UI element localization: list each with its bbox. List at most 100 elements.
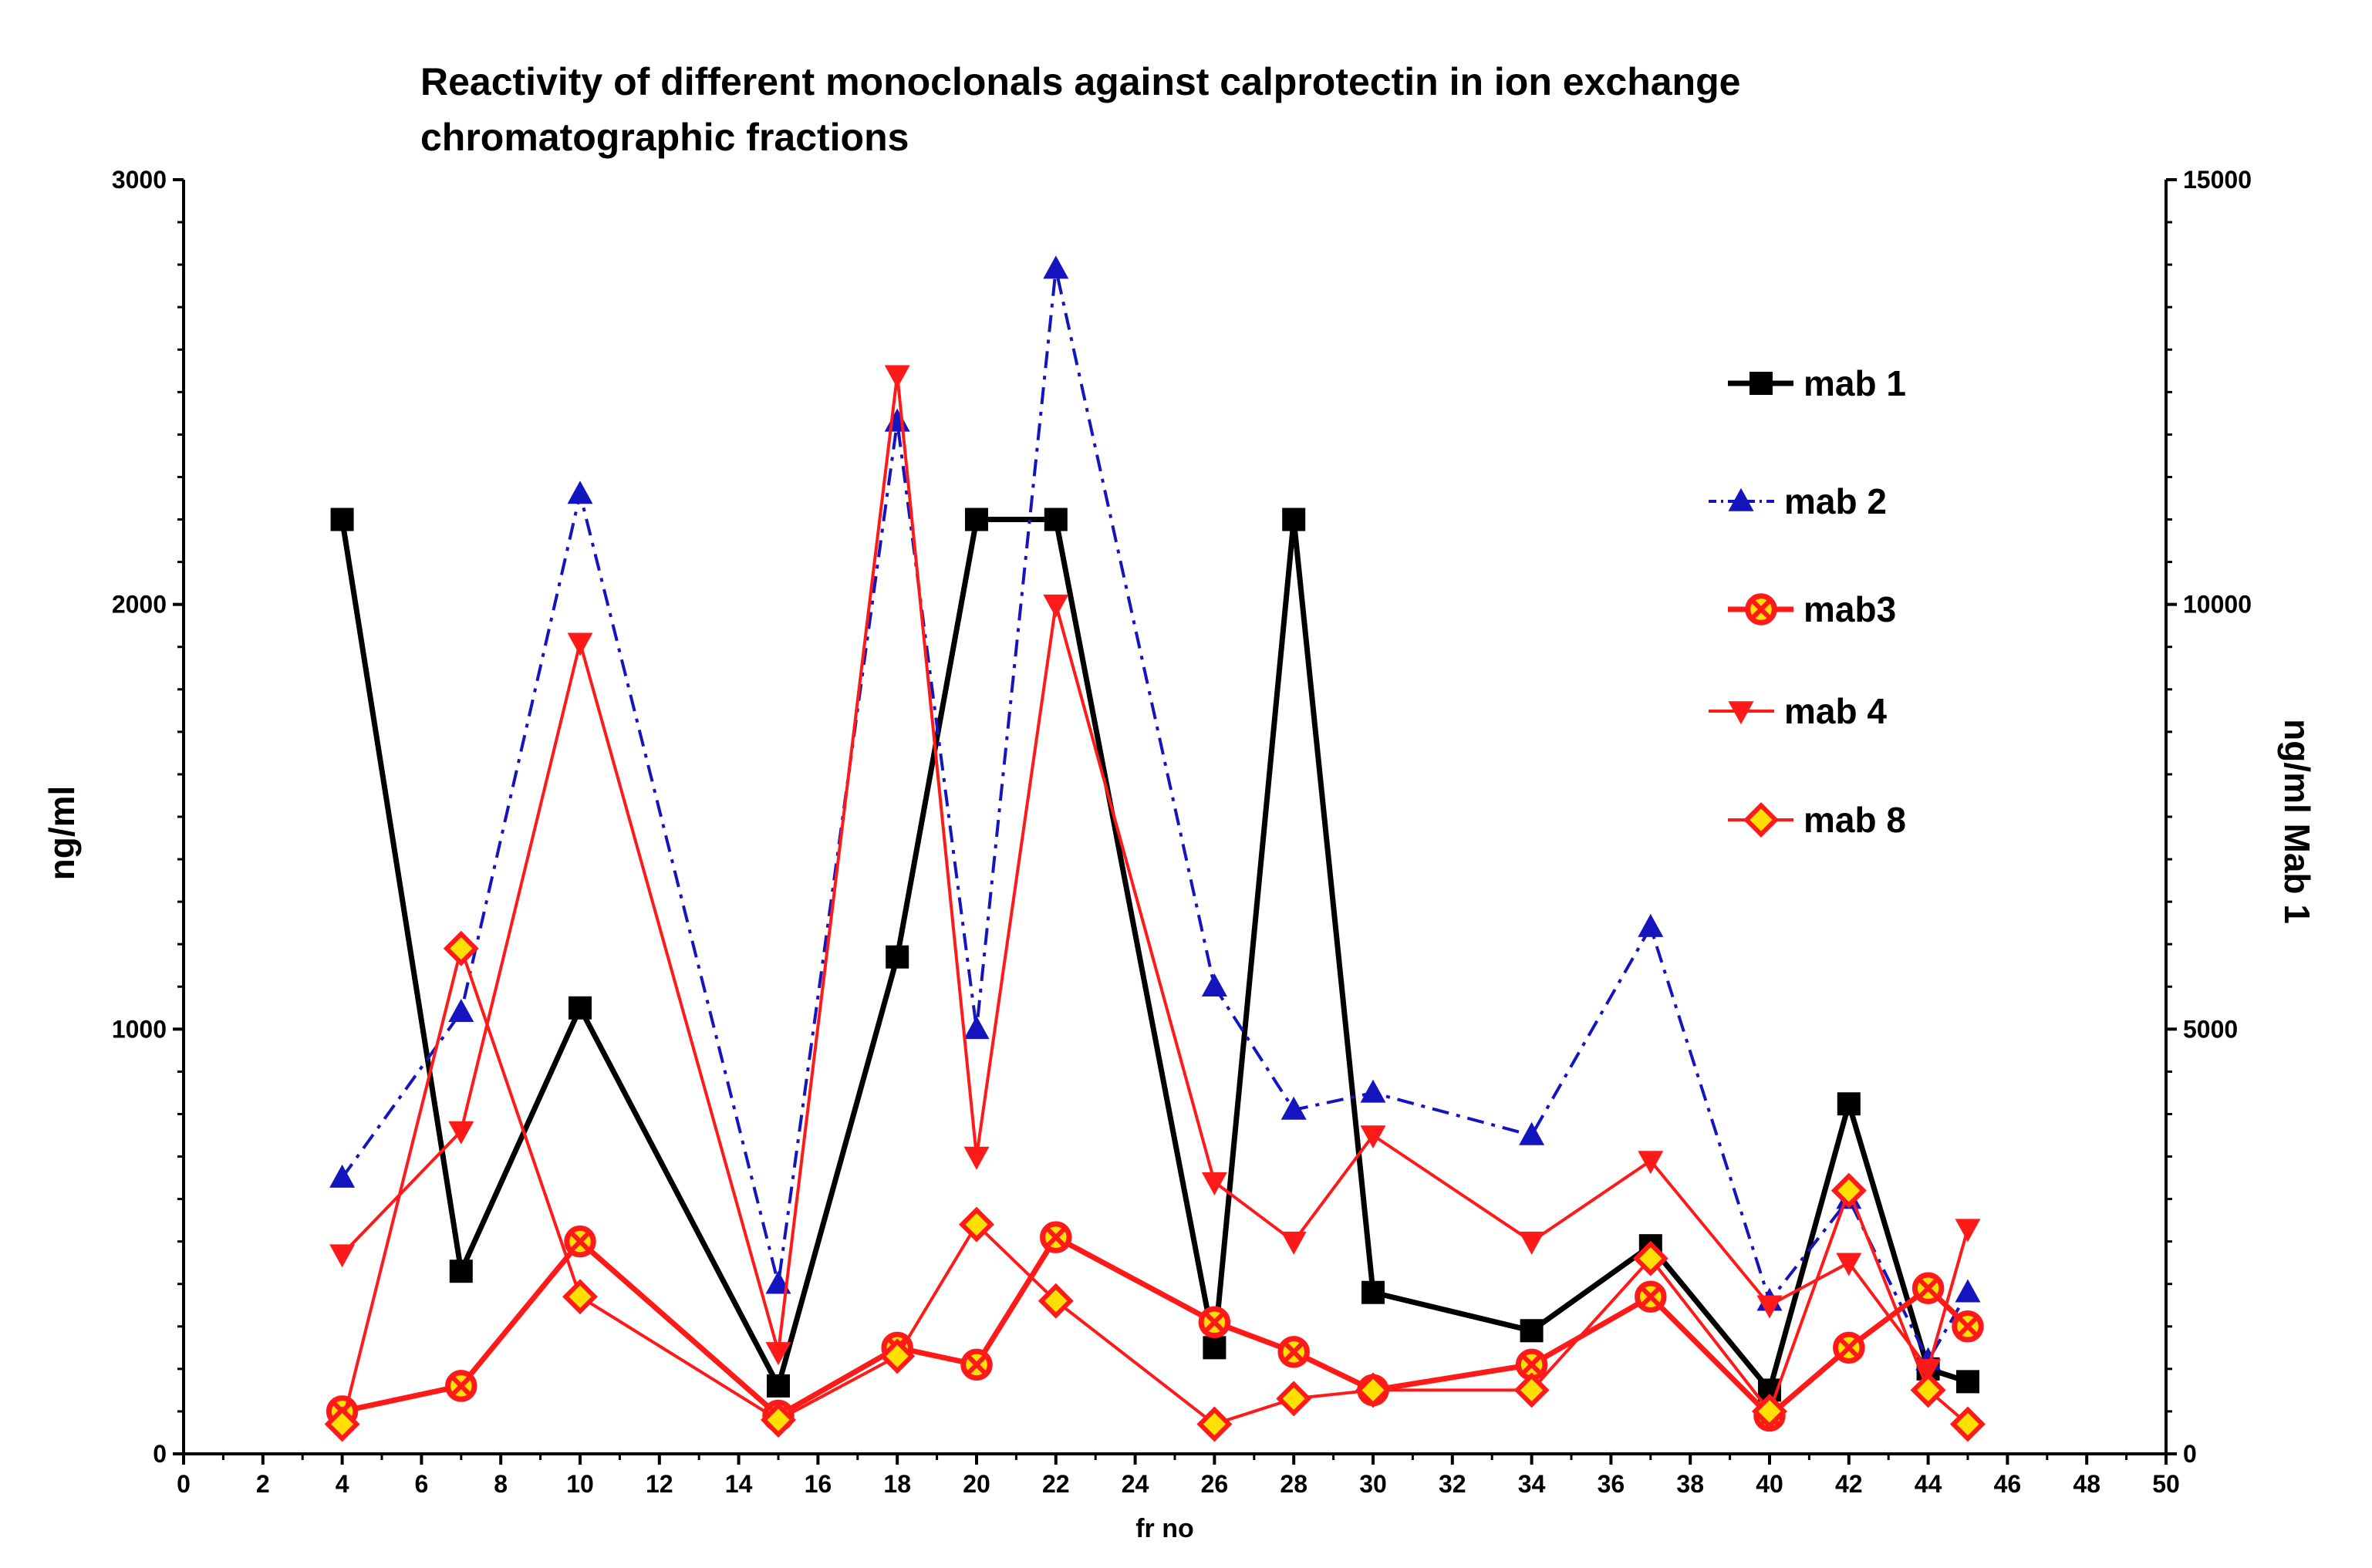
data-point: [884, 365, 910, 389]
chart-title: Reactivity of different monoclonals agai…: [420, 60, 1740, 159]
axes: 0 2 4 6 8 10 12 14 16 18 20 22 24 26 28 30 32 34 36 38 40 42 4…: [112, 166, 2252, 1498]
data-point: [1756, 1295, 1783, 1319]
data-point: [761, 1401, 796, 1438]
plot-area: [324, 255, 1986, 1442]
marker-cross-line: [1838, 1337, 1859, 1358]
data-point: [564, 1225, 596, 1258]
legend-item: mab 2: [1709, 481, 1887, 521]
x-tick-label: 4: [336, 1470, 349, 1498]
legend-label: mab 1: [1803, 363, 1906, 403]
data-point: [1201, 1172, 1227, 1195]
data-point: [1198, 1306, 1231, 1339]
data-point: [567, 481, 593, 504]
x-tick-label: 14: [725, 1470, 753, 1498]
chart-title-line-1: Reactivity of different monoclonals agai…: [420, 60, 1740, 103]
y-tick-label: 0: [153, 1440, 167, 1468]
series-line: [339, 517, 1969, 1393]
x-tick-label: 46: [1994, 1470, 2022, 1498]
data-point: [1955, 1219, 1981, 1243]
series-line: [340, 946, 1969, 1426]
series-line: [341, 373, 1969, 1371]
x-tick-label: 16: [805, 1470, 832, 1498]
data-point: [1955, 1279, 1981, 1303]
data-point: [1203, 1336, 1226, 1360]
data-point: [1196, 1406, 1233, 1442]
x-tick-label: 24: [1122, 1470, 1149, 1498]
legend: mab 1 mab 2 mab3 mab 4 mab 8: [1709, 363, 1906, 840]
data-point: [329, 1244, 356, 1268]
data-point: [449, 1259, 473, 1283]
marker-cross-line: [967, 1354, 987, 1375]
data-point: [1915, 1359, 1942, 1383]
legend-item: mab 8: [1728, 800, 1906, 840]
data-point: [1635, 1280, 1667, 1313]
legend-marker: [1743, 802, 1779, 838]
legend-marker: [1745, 593, 1777, 626]
x-tick-label: 18: [883, 1470, 911, 1498]
data-point: [1355, 1372, 1391, 1408]
legend-item: mab 4: [1709, 691, 1887, 731]
marker-cross-line: [1284, 1342, 1304, 1362]
data-point: [1277, 1336, 1310, 1368]
data-point: [445, 1370, 477, 1402]
legend-marker: [1749, 372, 1773, 395]
data-point: [959, 1206, 994, 1243]
x-tick-label: 12: [646, 1470, 673, 1498]
data-point: [1044, 507, 1068, 531]
x-tick-label: 2: [256, 1470, 270, 1498]
x-axis-title: fr no: [1135, 1514, 1194, 1543]
marker-cross-line: [450, 1376, 471, 1396]
data-point: [960, 1348, 993, 1381]
x-tick-label: 42: [1835, 1470, 1863, 1498]
data-point: [1833, 1331, 1865, 1364]
data-point: [1950, 1406, 1986, 1442]
data-point: [1638, 1151, 1664, 1175]
marker-cross-line: [1521, 1354, 1542, 1375]
data-point: [1360, 1125, 1386, 1149]
legend-label: mab3: [1803, 589, 1896, 629]
data-point: [443, 930, 479, 966]
data-point: [1361, 1280, 1385, 1304]
marker-cross-line: [1958, 1316, 1978, 1337]
x-tick-label: 8: [494, 1470, 508, 1498]
data-point: [1520, 1319, 1544, 1343]
x-tick-label: 32: [1439, 1470, 1466, 1498]
x-tick-label: 26: [1201, 1470, 1229, 1498]
marker-cross-line: [1204, 1312, 1225, 1333]
x-tick-label: 30: [1359, 1470, 1387, 1498]
data-point: [879, 1338, 916, 1374]
legend-label: mab 2: [1784, 481, 1887, 521]
legend-label: mab 4: [1784, 691, 1887, 731]
data-point: [1519, 1231, 1545, 1255]
data-point: [1952, 1310, 1984, 1343]
data-point: [1280, 1096, 1307, 1120]
data-point: [330, 507, 354, 531]
data-point: [1513, 1372, 1550, 1408]
marker-cross-line: [1918, 1278, 1938, 1299]
data-point: [1638, 913, 1664, 937]
marker-cross-line: [1640, 1286, 1661, 1307]
data-point: [963, 1146, 990, 1170]
legend-marker: [1728, 701, 1754, 725]
data-point: [1752, 1393, 1787, 1429]
data-point: [448, 999, 474, 1023]
data-point: [765, 1342, 791, 1366]
data-point: [1038, 1283, 1074, 1319]
series-mab-2: [329, 255, 1981, 1371]
data-point: [1040, 1221, 1072, 1253]
x-tick-label: 28: [1280, 1470, 1307, 1498]
y-tick-label: 3000: [112, 166, 167, 194]
data-point: [1043, 255, 1069, 279]
data-point: [1276, 1381, 1312, 1417]
y2-tick-label: 5000: [2183, 1015, 2238, 1043]
series-line: [340, 267, 1969, 1362]
data-point: [1282, 507, 1306, 531]
data-point: [767, 1374, 790, 1398]
legend-item: mab3: [1728, 589, 1896, 629]
series-mab3: [326, 1221, 1984, 1432]
data-point: [1519, 1121, 1545, 1145]
x-tick-label: 38: [1676, 1470, 1704, 1498]
x-tick-label: 44: [1915, 1470, 1942, 1498]
data-point: [1360, 1079, 1386, 1103]
